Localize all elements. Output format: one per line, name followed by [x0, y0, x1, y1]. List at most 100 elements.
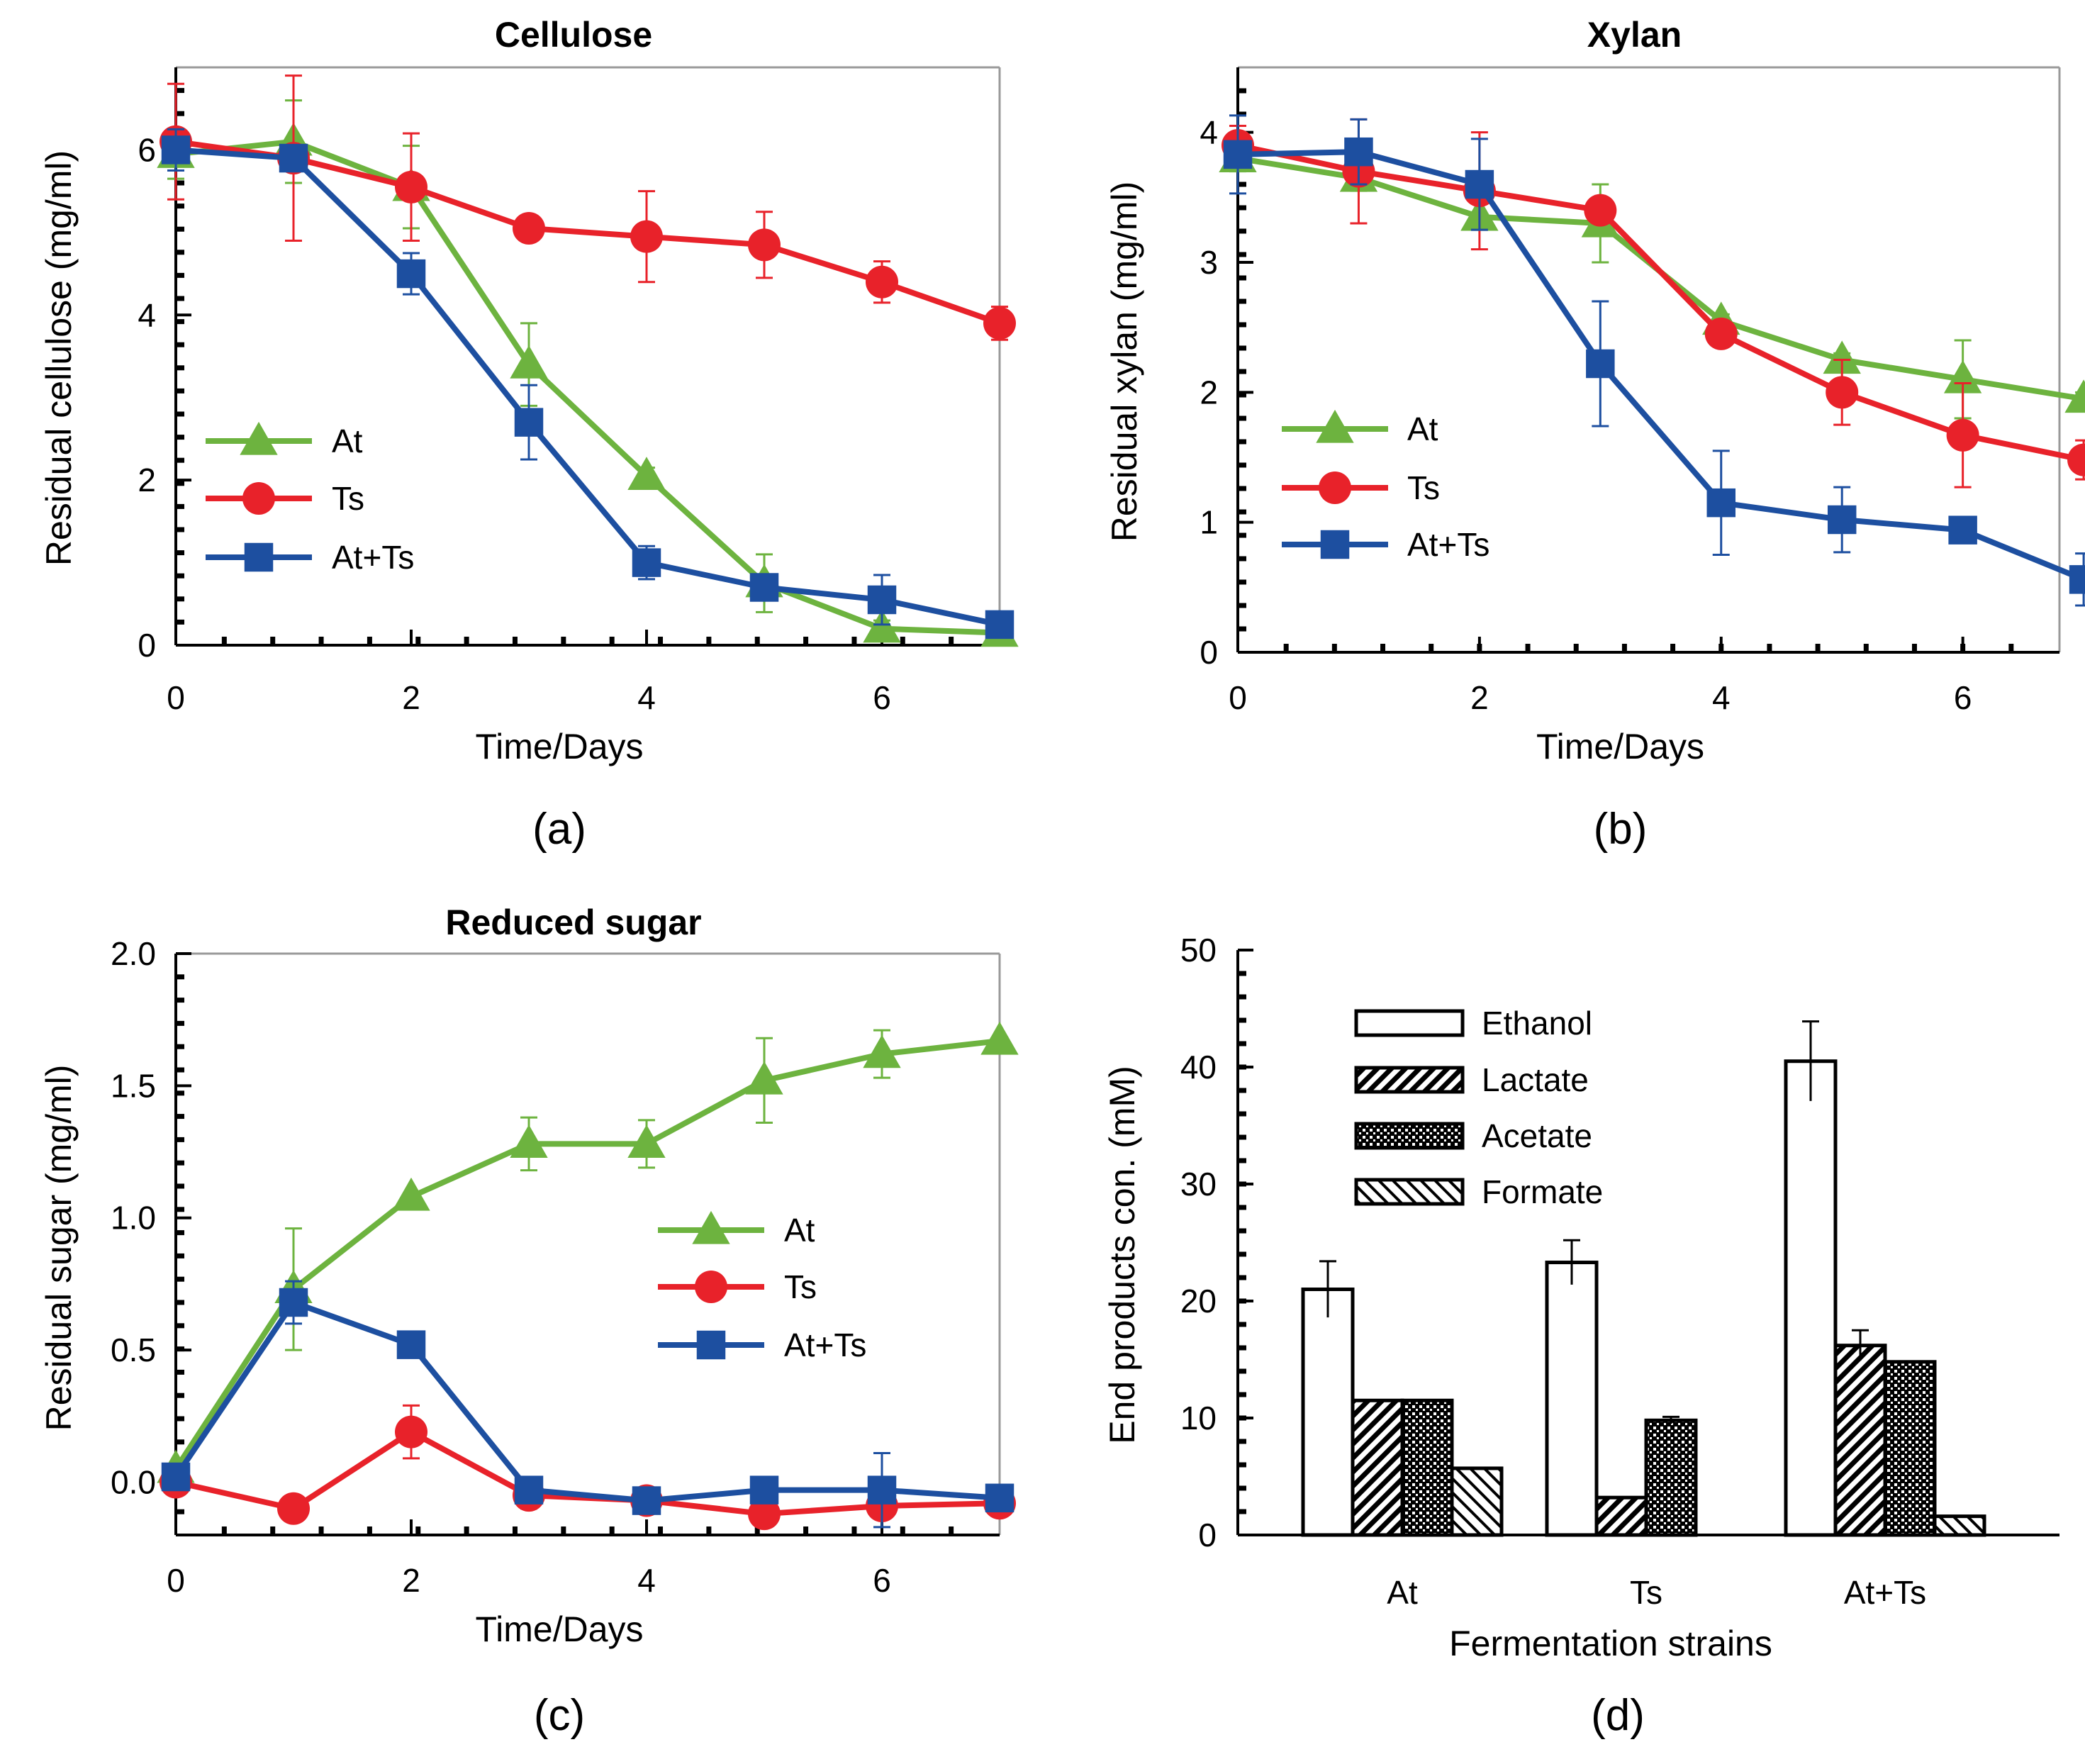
reduced-sugar-ts-point [277, 1492, 310, 1525]
cellulose-at-point [627, 457, 666, 490]
end-products-category-label: Ts [1630, 1574, 1662, 1611]
cellulose-at-point [863, 609, 901, 643]
xylan-ts-point [2067, 443, 2085, 476]
cellulose-legend-at-label: At [332, 423, 363, 459]
xylan-legend-at-ts-label: At+Ts [1407, 526, 1489, 563]
reduced-sugar-legend-at-marker [692, 1210, 730, 1244]
cellulose-at-ts-point [279, 143, 308, 173]
reduced-sugar-at-ts-point [985, 1483, 1014, 1513]
xylan-at-ts-point [1344, 137, 1373, 167]
reduced-sugar-ts-point [395, 1415, 427, 1448]
xylan-legend-at-label: At [1407, 411, 1438, 447]
cellulose-at-line [175, 138, 1000, 636]
xylan-ts-point [1704, 317, 1738, 350]
reduced-sugar-at-point [980, 1021, 1019, 1055]
reduced-sugar-x-tick-label: 2 [402, 1562, 420, 1599]
reduced-sugar-at-ts-point [514, 1475, 544, 1505]
reduced-sugar-x-tick-label: 4 [637, 1562, 656, 1599]
xylan-at-ts-point [1465, 169, 1494, 199]
reduced-sugar-at-ts-point [867, 1475, 897, 1505]
xylan-at-ts-point [1827, 505, 1857, 535]
cellulose-legend-ts-label: Ts [332, 480, 364, 517]
cellulose-ts-point [866, 265, 898, 298]
end-products-y-tick-label: 20 [1180, 1283, 1217, 1319]
end-products-acetate-bar [1644, 1418, 1698, 1537]
xylan-at-ts-point [1586, 349, 1615, 379]
cellulose-legend-at-marker [240, 421, 278, 455]
reduced-sugar-legend-at-ts-label: At+Ts [784, 1327, 866, 1363]
end-products-acetate-bar [1883, 1360, 1937, 1537]
reduced-sugar-y-tick-label: 1.0 [111, 1200, 156, 1237]
cellulose-x-tick-label: 0 [167, 679, 185, 716]
xylan-at-line [1237, 155, 2084, 402]
cellulose-panel-label: (a) [532, 805, 586, 854]
xylan-x-tick-label: 4 [1712, 679, 1731, 716]
xylan-y-tick-label: 3 [1200, 244, 1218, 281]
end-products-lactate-bar [1351, 1398, 1404, 1537]
xylan-title: Xylan [1587, 15, 1682, 55]
end-products-lactate-bar [1833, 1344, 1887, 1537]
xylan-at-ts-point [2069, 565, 2085, 594]
reduced-sugar-legend-ts-label: Ts [784, 1268, 817, 1305]
reduced-sugar-legend-ts-marker [695, 1271, 727, 1303]
cellulose-y-tick-label: 0 [138, 627, 156, 664]
reduced-sugar-panel-label: (c) [534, 1691, 585, 1740]
cellulose-at-ts-line [175, 147, 1000, 627]
end-products-ethanol-bar [1301, 1288, 1355, 1537]
cellulose-at-ts-point [514, 408, 544, 437]
cellulose-ts-line [175, 138, 1001, 326]
reduced-sugar-at-point [510, 1124, 548, 1159]
cellulose-at-ts-point [985, 610, 1014, 640]
reduced-sugar-y-tick-label: 2.0 [111, 935, 156, 972]
end-products-formate-bar [1933, 1514, 1986, 1537]
reduced-sugar-y-tick-label: 1.5 [111, 1067, 156, 1104]
reduced-sugar-at-ts-line [173, 1300, 1000, 1504]
reduced-sugar-title: Reduced sugar [445, 903, 701, 942]
reduced-sugar-at-point [627, 1124, 666, 1159]
cellulose-at-point [510, 345, 548, 379]
reduced-sugar-at-ts-point [161, 1462, 191, 1492]
cellulose-y-tick-label: 2 [138, 462, 156, 498]
end-products-legend-acetate-label: Acetate [1482, 1117, 1592, 1154]
xylan-x-tick-label: 2 [1470, 679, 1489, 716]
reduced-sugar-x-tick-label: 6 [873, 1562, 891, 1599]
xylan-ts-point [1584, 194, 1617, 227]
reduced-sugar-ts-point [748, 1497, 781, 1531]
xylan-x-tick-label: 0 [1229, 679, 1247, 716]
reduced-sugar-at-point [392, 1177, 430, 1211]
end-products-y-tick-label: 10 [1180, 1400, 1217, 1436]
end-products-legend-formate-swatch [1354, 1178, 1465, 1206]
cellulose-ts-point [748, 228, 781, 262]
end-products-legend-formate-label: Formate [1482, 1173, 1603, 1210]
cellulose-y-tick-label: 4 [138, 296, 156, 333]
cellulose-legend-at-ts-marker [244, 542, 274, 572]
cellulose-at-ts-point [396, 259, 426, 289]
reduced-sugar-y-label: Residual sugar (mg/ml) [39, 1065, 79, 1431]
cellulose-title: Cellulose [495, 15, 652, 55]
xylan-at-ts-point [1223, 140, 1253, 169]
xylan-ts-point [1826, 376, 1859, 409]
xylan-at-ts-line [1237, 149, 2085, 583]
reduced-sugar-x-label: Time/Days [475, 1609, 643, 1649]
end-products-y-tick-label: 0 [1198, 1517, 1217, 1553]
xylan-y-tick-label: 0 [1200, 634, 1218, 671]
xylan-at-ts-point [1948, 515, 1977, 545]
xylan-y-tick-label: 1 [1200, 504, 1218, 541]
end-products-legend-acetate-swatch [1354, 1122, 1465, 1150]
reduced-sugar-at-point [745, 1061, 783, 1095]
reduced-sugar-y-tick-label: 0.0 [111, 1463, 156, 1500]
xylan-ts-point [1946, 418, 1979, 452]
cellulose-ts-point [395, 170, 427, 203]
xylan-legend-ts-label: Ts [1407, 469, 1440, 506]
cellulose-legend-ts-marker [242, 482, 275, 515]
cellulose-ts-point [630, 220, 663, 253]
xylan-legend-at-marker [1316, 409, 1354, 443]
xylan-legend-at-ts-marker [1320, 530, 1350, 559]
cellulose-legend-at-ts-label: At+Ts [332, 539, 414, 576]
end-products-x-label: Fermentation strains [1449, 1624, 1772, 1663]
cellulose-at-ts-point [867, 585, 897, 615]
xylan-x-label: Time/Days [1536, 727, 1704, 766]
end-products-y-tick-label: 40 [1180, 1049, 1217, 1085]
cellulose-y-tick-label: 6 [138, 131, 156, 168]
